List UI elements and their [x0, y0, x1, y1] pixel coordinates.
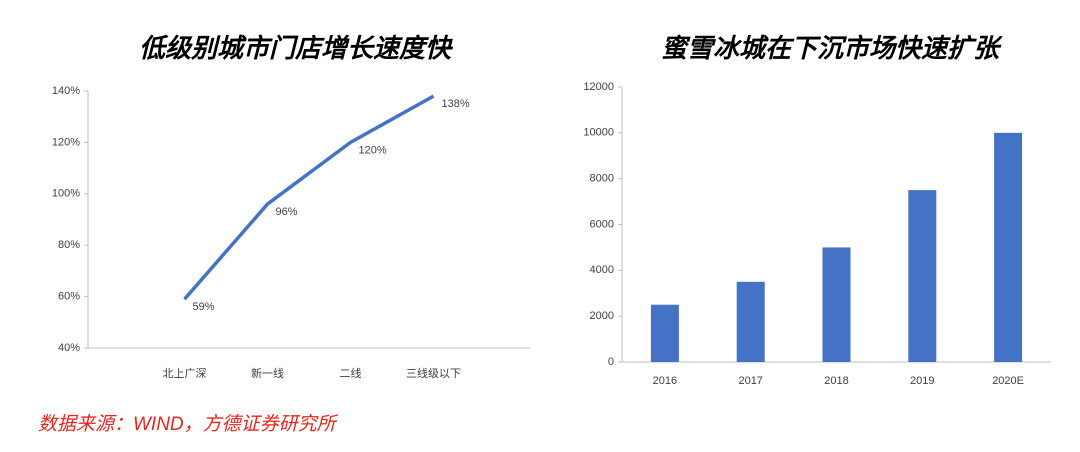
line	[183, 94, 435, 301]
y-tick-label: 80%	[58, 239, 80, 251]
x-tick-label: 新一线	[251, 366, 284, 380]
y-tick-label: 6000	[590, 218, 614, 230]
y-tick-label: 4000	[590, 264, 614, 276]
y-tick-label: 8000	[590, 173, 614, 185]
value-label: 59%	[193, 301, 215, 313]
bar	[994, 132, 1023, 362]
y-tick-label: 100%	[52, 188, 80, 200]
y-tick-label: 10000	[583, 127, 614, 139]
y-tick-label: 140%	[52, 85, 80, 97]
y-tick-label: 60%	[58, 291, 80, 303]
y-tick-label: 2000	[590, 310, 614, 322]
x-tick-label: 2017	[738, 375, 762, 387]
x-tick-label: 2018	[824, 375, 848, 387]
bar	[736, 281, 765, 362]
bar	[822, 247, 851, 362]
source-note: 数据来源：WIND，方德证券研究所	[38, 413, 339, 435]
value-label: 138%	[442, 98, 470, 110]
bar	[650, 304, 679, 362]
x-tick-label: 北上广深	[163, 367, 207, 380]
chart-title: 低级别城市门店增长速度快	[139, 33, 454, 63]
bar	[908, 190, 937, 362]
y-tick-label: 0	[608, 356, 614, 368]
y-tick-label: 40%	[58, 342, 80, 354]
value-label: 96%	[276, 206, 298, 218]
x-tick-label: 2016	[653, 375, 677, 387]
chart-title: 蜜雪冰城在下沉市场快速扩张	[661, 33, 1003, 63]
value-label: 120%	[359, 144, 387, 156]
y-tick-label: 12000	[583, 81, 614, 93]
x-tick-label: 2020E	[992, 375, 1024, 387]
x-tick-label: 二线	[340, 366, 362, 380]
x-tick-label: 三线级以下	[406, 366, 461, 380]
y-tick-label: 120%	[52, 136, 80, 148]
x-tick-label: 2019	[910, 375, 934, 387]
